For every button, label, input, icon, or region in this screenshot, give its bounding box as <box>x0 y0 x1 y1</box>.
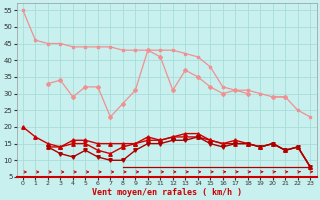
X-axis label: Vent moyen/en rafales ( km/h ): Vent moyen/en rafales ( km/h ) <box>92 188 242 197</box>
